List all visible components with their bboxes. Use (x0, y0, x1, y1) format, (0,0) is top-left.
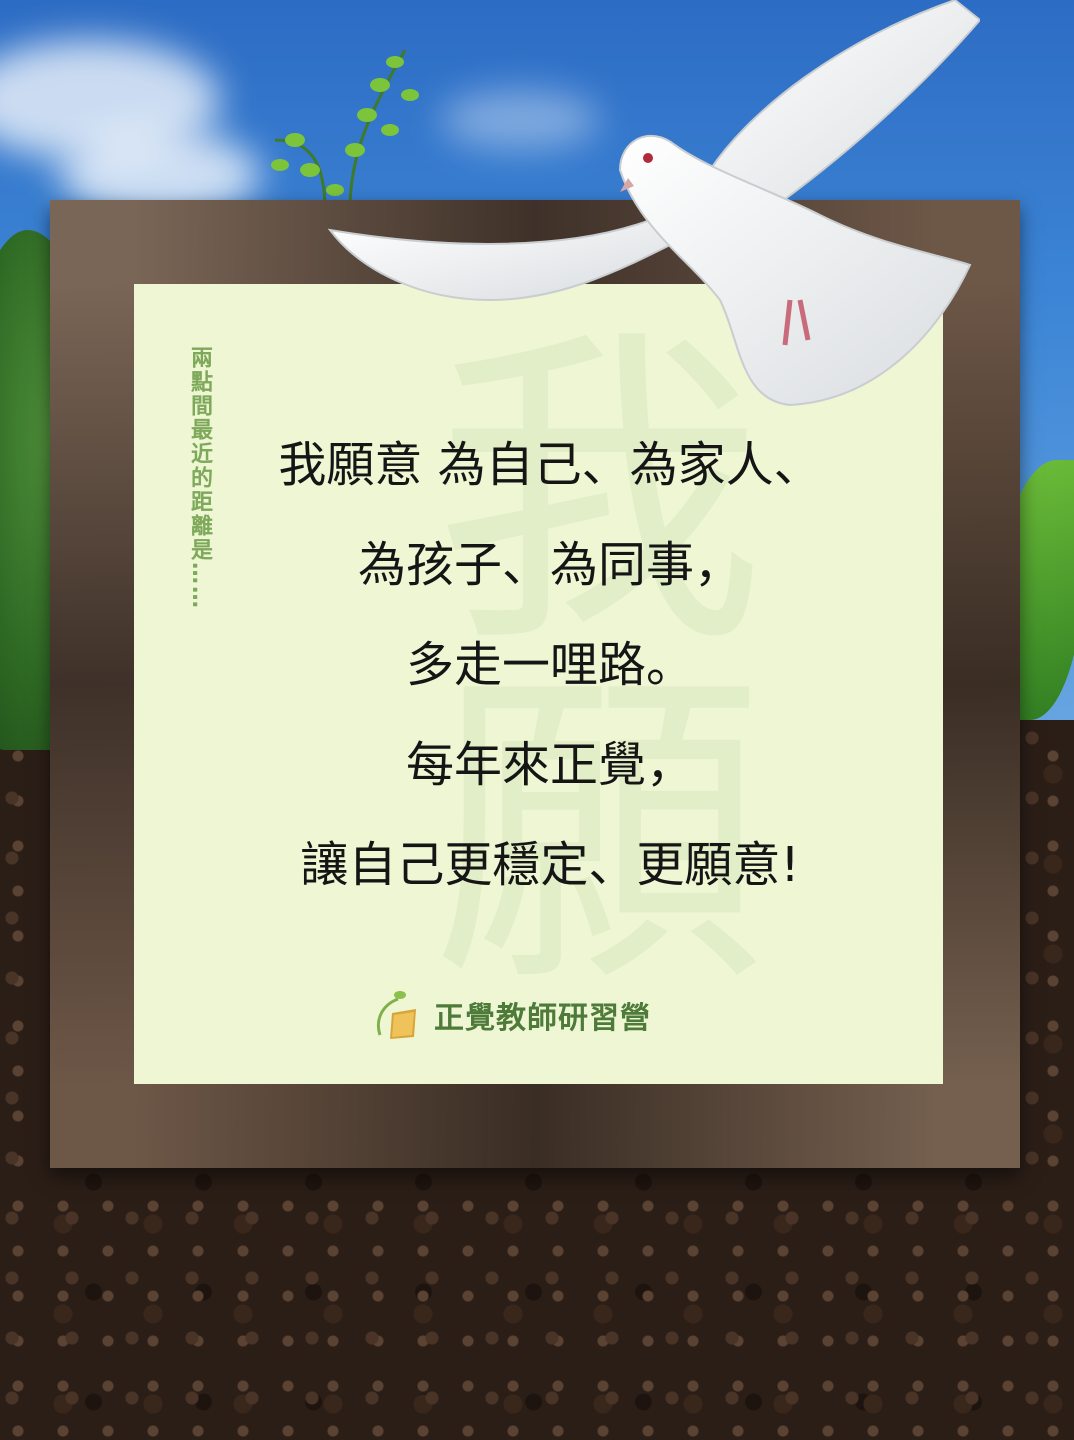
logo: 正覺教師研習營 (370, 985, 651, 1045)
message-line: 我願意 為自己、為家人、 (278, 437, 822, 493)
message-text: 我願意 為自己、為家人、 為孩子、為同事， 多走一哩路。 每年來正覺， 讓自己更… (200, 415, 900, 915)
leaf-book-icon (376, 991, 416, 1039)
white-dove (327, 0, 980, 407)
watermark-decoration: 我願 (434, 302, 764, 1026)
message-line: 為孩子、為同事， (357, 537, 742, 593)
sprout-plant (271, 49, 419, 210)
message-line: 每年來正覺， (405, 737, 694, 793)
message-line: 多走一哩路。 (405, 637, 694, 693)
message-line: 讓自己更穩定、更願意! (300, 837, 800, 893)
message-panel: 我願 (134, 284, 943, 1084)
side-caption: 兩點間最近的距離是…… (187, 346, 212, 610)
logo-text: 正覺教師研習營 (434, 1001, 651, 1036)
cloud (440, 90, 600, 150)
